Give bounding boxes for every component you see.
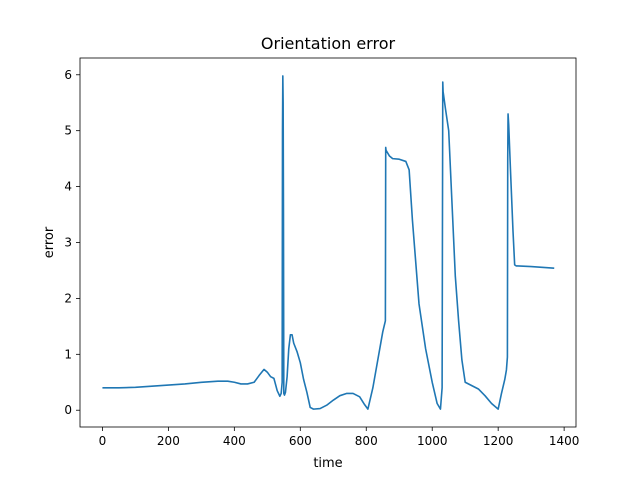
chart-title: Orientation error [261,34,396,53]
x-tick-label: 1400 [549,434,580,448]
y-axis: 0 1 2 3 4 5 6 [64,68,80,417]
series-line-0 [102,75,555,410]
x-tick-label: 1000 [417,434,448,448]
x-tick-label: 200 [157,434,180,448]
x-tick-label: 1200 [483,434,514,448]
y-tick-label: 4 [64,180,72,194]
y-axis-label: error [42,226,57,258]
y-tick-label: 5 [64,124,72,138]
x-axis: 0 200 400 600 800 1000 1200 1400 [99,427,580,448]
x-tick-label: 800 [355,434,378,448]
y-tick-label: 2 [64,291,72,305]
x-tick-label: 0 [99,434,107,448]
series-layer [102,75,555,410]
y-tick-label: 0 [64,403,72,417]
x-tick-label: 400 [223,434,246,448]
y-tick-label: 1 [64,347,72,361]
y-tick-label: 6 [64,68,72,82]
x-tick-label: 600 [289,434,312,448]
x-axis-label: time [313,456,342,471]
y-tick-label: 3 [64,236,72,250]
